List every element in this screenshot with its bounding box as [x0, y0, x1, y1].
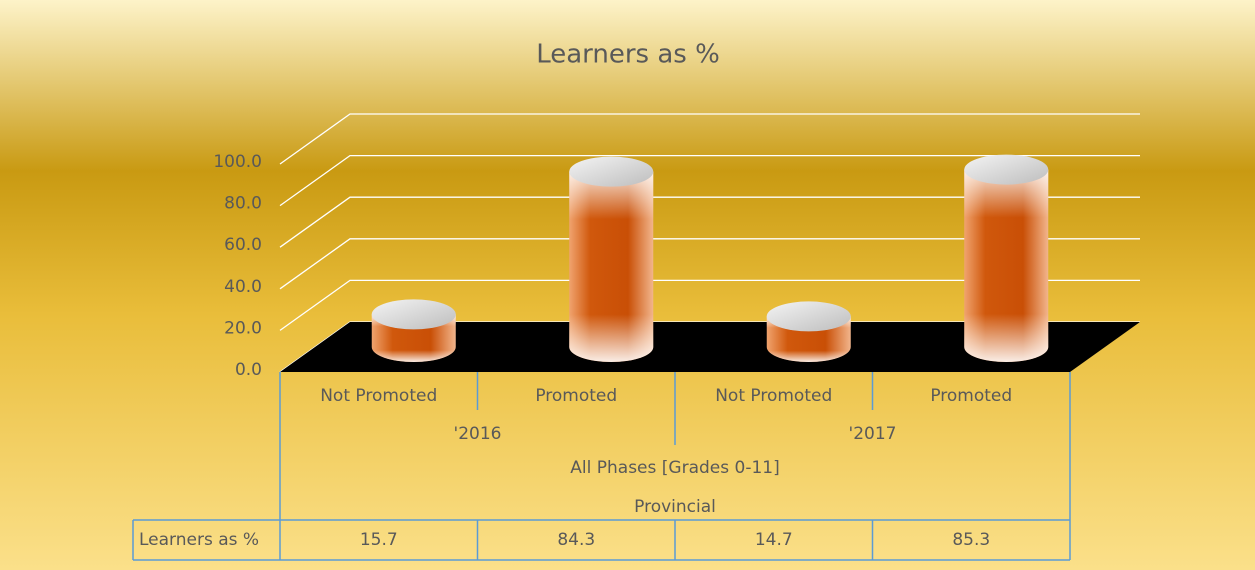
- cylinder-top: [569, 156, 654, 187]
- outer-label: All Phases [Grades 0-11]: [570, 458, 779, 478]
- grid-line: [279, 238, 1140, 290]
- y-tick-label: 100.0: [213, 152, 262, 172]
- cylinder-shade: [569, 171, 654, 363]
- group-label: '2016: [454, 424, 502, 444]
- table-value: 15.7: [360, 530, 398, 550]
- category-label: Not Promoted: [715, 386, 832, 406]
- outer-label: Provincial: [634, 497, 716, 517]
- cylinder: [569, 156, 654, 363]
- table-value: 84.3: [557, 530, 595, 550]
- cylinder-top: [964, 154, 1049, 185]
- category-label: Not Promoted: [320, 386, 437, 406]
- cylinder: [766, 301, 851, 363]
- floor: [280, 322, 1140, 372]
- table-value: 85.3: [952, 530, 990, 550]
- y-tick-label: 40.0: [224, 277, 262, 297]
- cylinder: [371, 299, 456, 363]
- y-tick-label: 60.0: [224, 235, 262, 255]
- grid-line: [279, 154, 1140, 207]
- category-label: Promoted: [535, 386, 617, 406]
- y-tick-label: 20.0: [224, 318, 262, 338]
- group-label: '2017: [849, 424, 897, 444]
- grid-line: [279, 113, 1140, 165]
- table-series-name: Learners as %: [139, 530, 259, 550]
- cylinder-top: [766, 301, 851, 332]
- chart-title: Learners as %: [536, 40, 720, 70]
- grid-line: [279, 196, 1140, 248]
- y-tick-label: 80.0: [224, 194, 262, 214]
- table-value: 14.7: [755, 530, 793, 550]
- category-label: Promoted: [930, 386, 1012, 406]
- cylinder-shade: [964, 169, 1049, 363]
- y-tick-label: 0.0: [235, 360, 262, 380]
- cylinder: [964, 154, 1049, 363]
- cylinder-top: [371, 299, 456, 330]
- grid-line: [279, 279, 1140, 331]
